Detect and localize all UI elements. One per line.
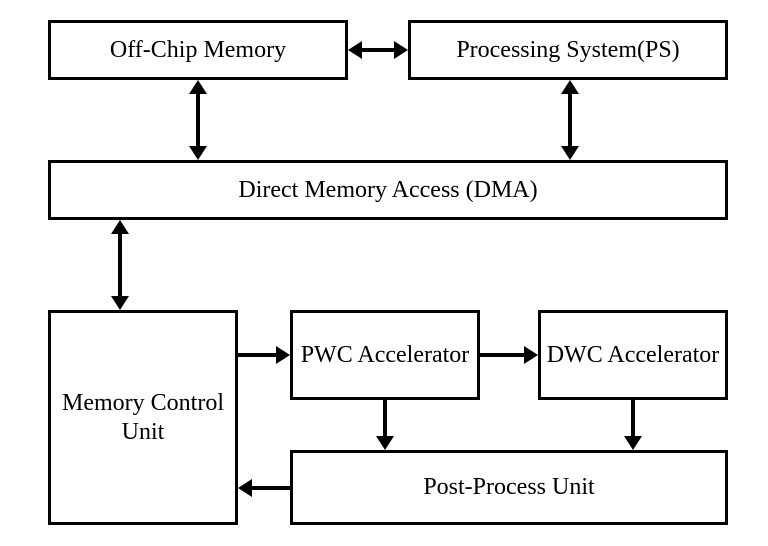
box-label: Post-Process Unit	[423, 473, 594, 502]
box-dwc: DWC Accelerator	[538, 310, 728, 400]
box-label: Direct Memory Access (DMA)	[238, 176, 537, 205]
box-label: DWC Accelerator	[547, 341, 720, 370]
box-mcu: Memory Control Unit	[48, 310, 238, 525]
box-post-process: Post-Process Unit	[290, 450, 728, 525]
diagram-canvas: Off-Chip Memory Processing System(PS) Di…	[0, 0, 768, 546]
box-processing-system: Processing System(PS)	[408, 20, 728, 80]
box-label: Off-Chip Memory	[110, 36, 286, 65]
box-dma: Direct Memory Access (DMA)	[48, 160, 728, 220]
box-label: PWC Accelerator	[301, 341, 470, 370]
box-off-chip-memory: Off-Chip Memory	[48, 20, 348, 80]
box-pwc: PWC Accelerator	[290, 310, 480, 400]
box-label: Memory Control Unit	[51, 389, 235, 447]
box-label: Processing System(PS)	[456, 36, 679, 65]
